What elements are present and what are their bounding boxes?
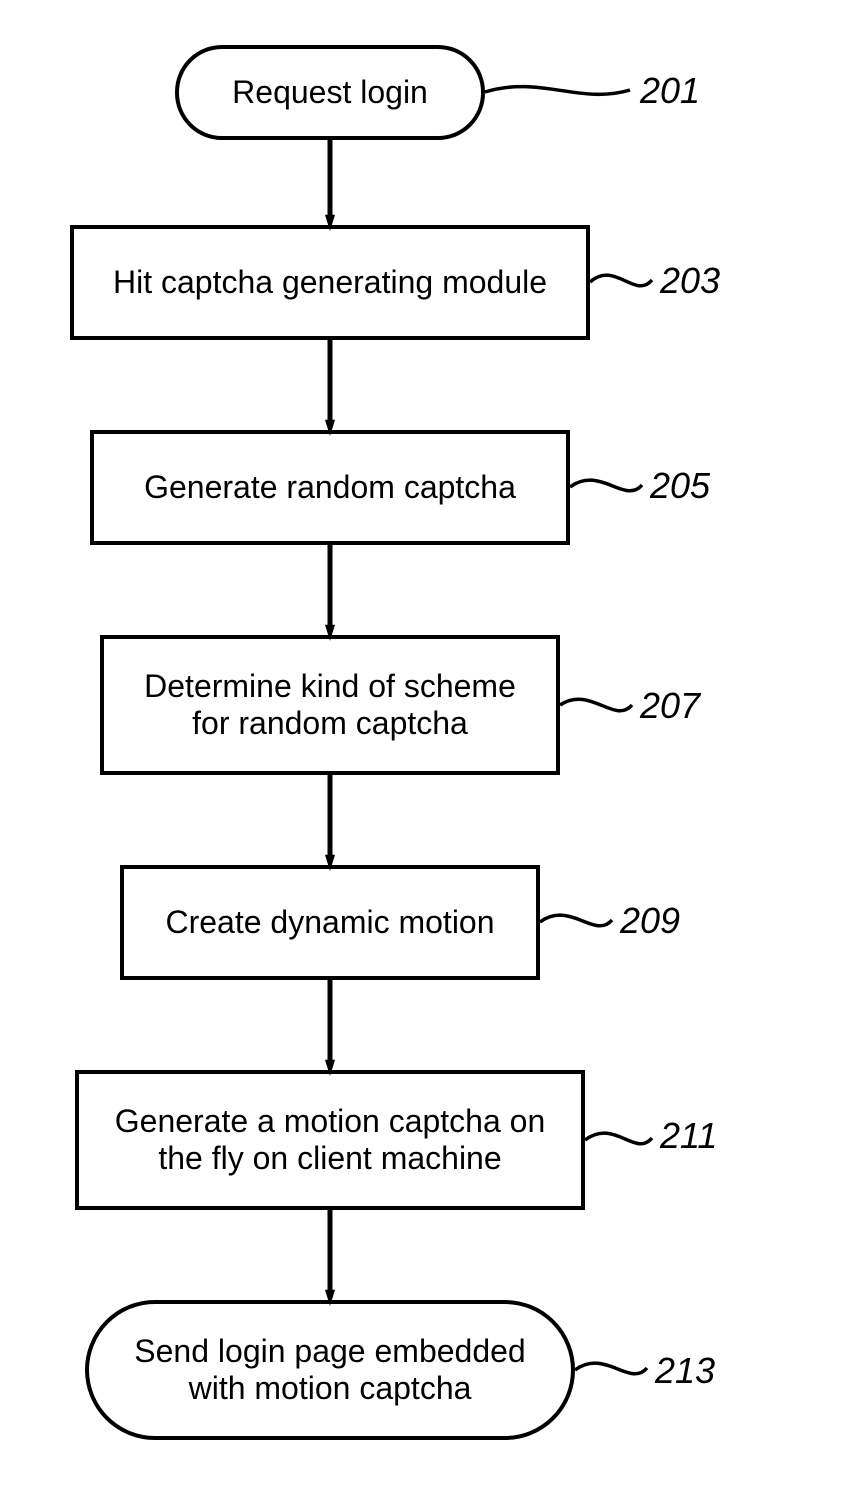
flow-node-n209: Create dynamic motion — [120, 865, 540, 980]
flow-node-text: Generate random captcha — [144, 469, 516, 506]
flow-node-n211: Generate a motion captcha on the fly on … — [75, 1070, 585, 1210]
flow-node-n203: Hit captcha generating module — [70, 225, 590, 340]
ref-label-203: 203 — [660, 260, 720, 302]
ref-label-213: 213 — [655, 1350, 715, 1392]
ref-label-209: 209 — [620, 900, 680, 942]
ref-label-205: 205 — [650, 465, 710, 507]
lead-line-n203 — [590, 275, 652, 286]
ref-label-211: 211 — [660, 1115, 717, 1157]
lead-line-n201 — [485, 87, 630, 95]
flowchart-canvas: Request login Hit captcha generating modu… — [0, 0, 849, 1491]
flow-node-text: Hit captcha generating module — [113, 264, 547, 301]
ref-label-207: 207 — [640, 685, 700, 727]
lead-line-n205 — [570, 480, 642, 491]
lead-line-n211 — [585, 1133, 652, 1144]
lead-line-n209 — [540, 915, 612, 926]
lead-line-n207 — [560, 699, 632, 711]
flow-node-n207: Determine kind of scheme for random capt… — [100, 635, 560, 775]
flow-node-n205: Generate random captcha — [90, 430, 570, 545]
flow-node-text: Request login — [232, 74, 428, 111]
flow-node-text: Create dynamic motion — [165, 904, 494, 941]
flow-node-text: Send login page embedded with motion cap… — [107, 1333, 553, 1407]
lead-line-n213 — [575, 1363, 647, 1374]
flow-node-n213: Send login page embedded with motion cap… — [85, 1300, 575, 1440]
flow-node-text: Determine kind of scheme for random capt… — [122, 668, 538, 742]
flow-node-n201: Request login — [175, 45, 485, 140]
ref-label-201: 201 — [640, 70, 700, 112]
flow-node-text: Generate a motion captcha on the fly on … — [97, 1103, 563, 1177]
